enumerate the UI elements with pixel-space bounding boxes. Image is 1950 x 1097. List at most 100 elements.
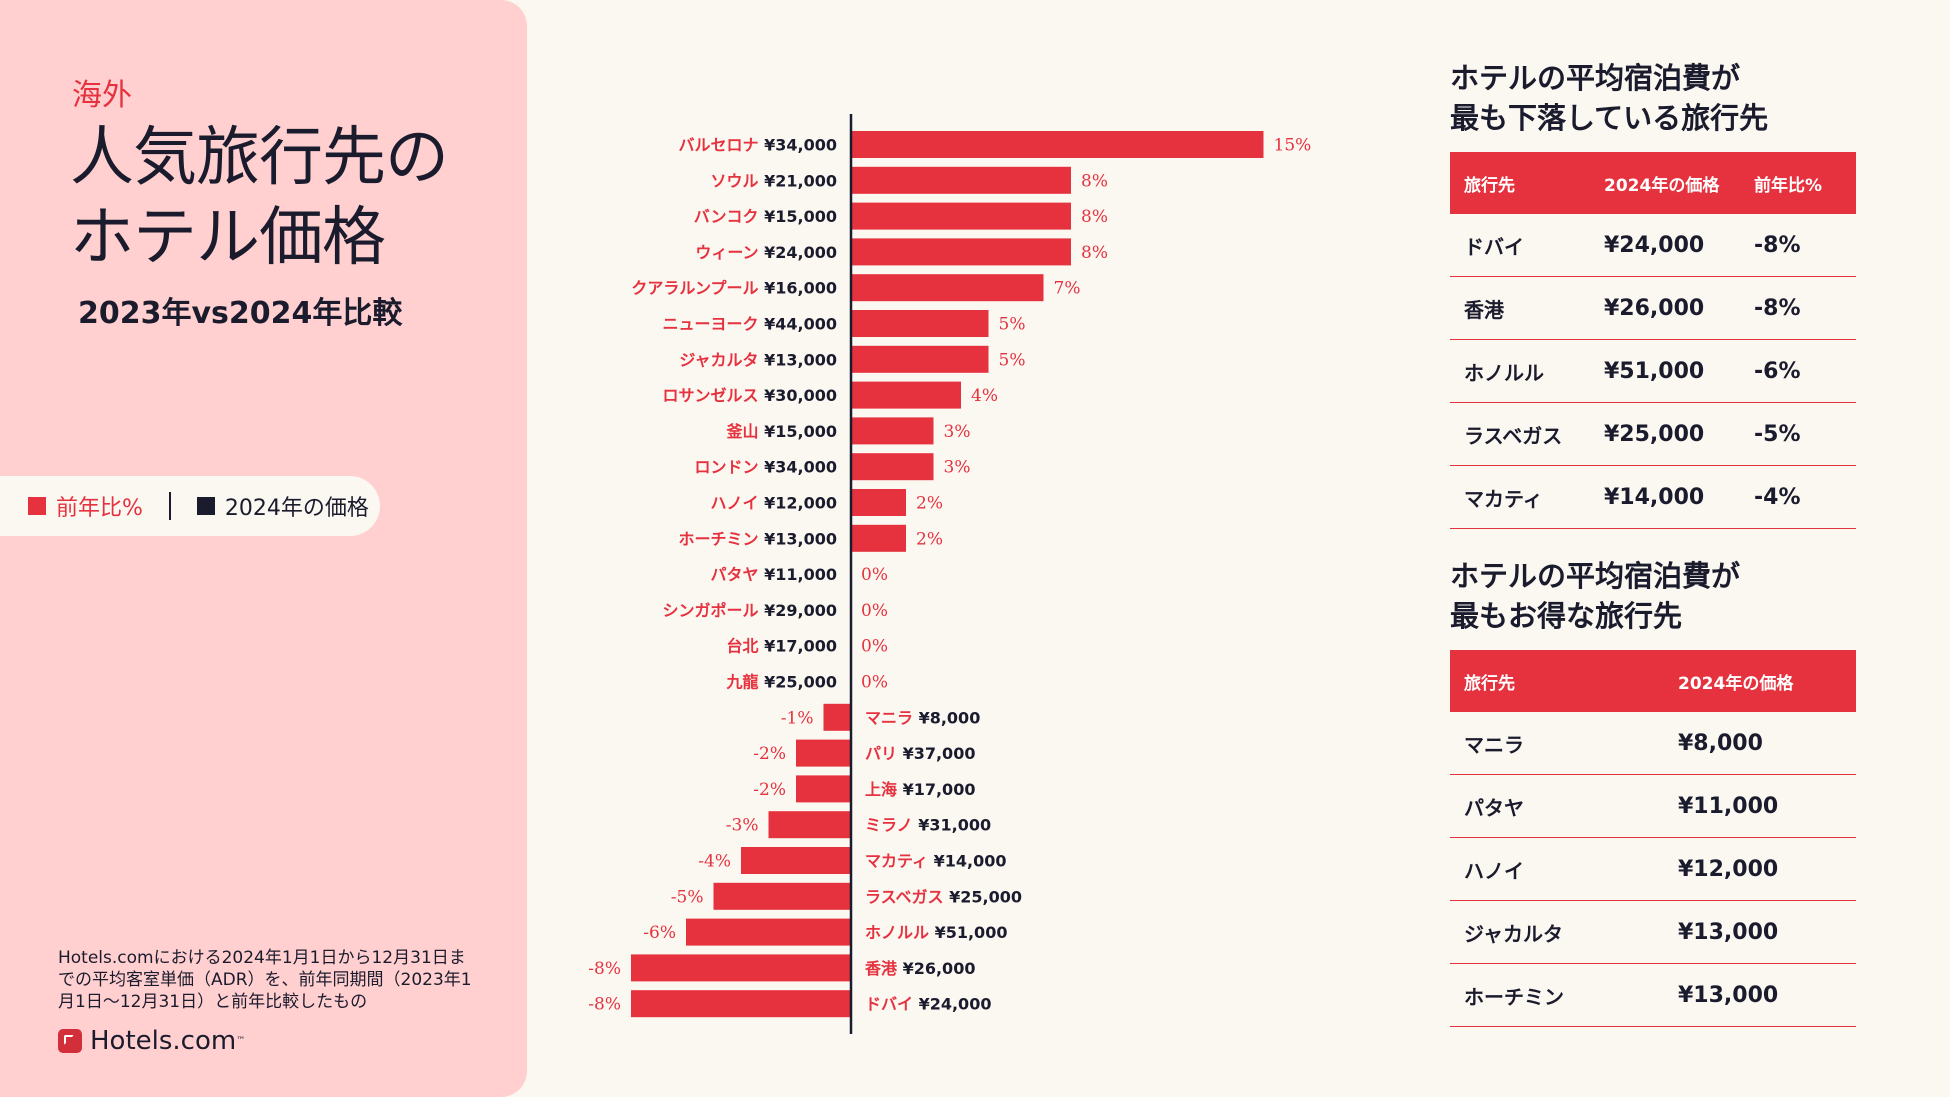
bar-value-label: 5% <box>999 350 1026 370</box>
category-label: ジャカルタ ¥13,000 <box>679 350 837 369</box>
best-value-destinations-block: ホテルの平均宿泊費が 最もお得な旅行先 旅行先 2024年の価格 マニラ ¥8,0… <box>1450 556 1856 1027</box>
price-cell: ¥25,000 <box>1590 402 1740 466</box>
city-name: ホーチミン <box>679 529 765 548</box>
city-price: ¥34,000 <box>764 458 837 477</box>
price-cell: ¥13,000 <box>1664 900 1856 964</box>
category-label: 香港 ¥26,000 <box>864 959 975 978</box>
city-price: ¥30,000 <box>764 386 837 405</box>
city-name: バンコク <box>694 207 764 226</box>
city-price: ¥25,000 <box>764 673 837 692</box>
city-price: ¥37,000 <box>903 744 976 763</box>
bar-value-label: 0% <box>861 637 888 657</box>
destination-cell: ホノルル <box>1450 339 1590 403</box>
city-name: 台北 <box>727 637 765 656</box>
col-header-price: 2024年の価格 <box>1664 650 1856 712</box>
city-name: ニューヨーク <box>663 315 765 334</box>
bar-18 <box>796 775 851 803</box>
navy-square-icon <box>196 497 215 515</box>
price-cell: ¥14,000 <box>1590 465 1740 529</box>
declining-title-line-2: 最も下落している旅行先 <box>1450 101 1769 135</box>
city-name: ホノルル <box>865 923 935 942</box>
city-price: ¥51,000 <box>935 923 1008 942</box>
bar-value-label: 8% <box>1081 243 1108 263</box>
city-price: ¥11,000 <box>764 565 837 584</box>
destination-cell: マカティ <box>1450 465 1590 529</box>
city-price: ¥16,000 <box>764 279 837 298</box>
destination-cell: ドバイ <box>1450 214 1590 277</box>
category-label: 九龍 ¥25,000 <box>726 673 837 692</box>
bar-0 <box>851 131 1264 158</box>
chart-legend: 前年比% 2024年の価格 <box>0 476 380 536</box>
bar-20 <box>741 847 851 874</box>
category-label: マニラ ¥8,000 <box>865 708 980 727</box>
bar-value-label: 3% <box>944 422 971 442</box>
destination-cell: ホーチミン <box>1450 963 1664 1027</box>
bar-value-label: 8% <box>1081 207 1108 227</box>
yoy-cell: -6% <box>1740 339 1856 403</box>
declining-table-title: ホテルの平均宿泊費が 最も下落している旅行先 <box>1450 58 1856 138</box>
bar-3 <box>851 238 1071 266</box>
category-label: パタヤ ¥11,000 <box>711 565 837 584</box>
category-label: ハノイ ¥12,000 <box>711 494 837 513</box>
best-value-table-title: ホテルの平均宿泊費が 最もお得な旅行先 <box>1450 556 1856 636</box>
bar-24 <box>631 990 851 1018</box>
bar-value-label: -3% <box>726 816 759 836</box>
bar-value-label: 0% <box>861 565 888 585</box>
city-name: バルセロナ <box>679 136 765 155</box>
bar-9 <box>851 453 934 481</box>
city-name: ウィーン <box>695 243 764 262</box>
page-title-line-2: ホテル価格 <box>70 201 386 275</box>
yoy-cell: -4% <box>1740 465 1856 529</box>
region-kicker: 海外 <box>72 78 132 113</box>
city-price: ¥25,000 <box>949 887 1022 906</box>
brand-logo: Hotels.com ™ <box>58 1026 245 1056</box>
legend-item-price: 2024年の価格 <box>196 490 369 522</box>
price-cell: ¥51,000 <box>1590 339 1740 403</box>
bar-value-label: 8% <box>1081 171 1108 191</box>
city-name: マニラ <box>865 708 919 727</box>
city-name: 上海 <box>865 780 903 799</box>
category-label: パリ ¥37,000 <box>865 744 975 763</box>
city-price: ¥17,000 <box>764 637 837 656</box>
city-price: ¥8,000 <box>919 708 981 727</box>
city-price: ¥15,000 <box>764 422 837 441</box>
page-title-line-1: 人気旅行先の <box>70 121 449 195</box>
yoy-bar-chart: 15% バルセロナ ¥34,000 8% ソウル ¥21,000 8% バンコク ¥15,… <box>588 114 1312 1034</box>
bar-21 <box>713 882 851 910</box>
bar-11 <box>851 524 906 552</box>
brand-trademark: ™ <box>236 1036 246 1046</box>
sidebar-panel: 海外 人気旅行先の ホテル価格 2023年vs2024年比較 前年比% 2024… <box>0 0 527 1097</box>
bar-5 <box>851 310 989 337</box>
bar-value-label: 0% <box>861 601 888 621</box>
category-label: ソウル ¥21,000 <box>711 171 837 190</box>
category-label: 台北 ¥17,000 <box>727 637 837 656</box>
bar-8 <box>851 417 934 445</box>
bar-16 <box>823 703 851 731</box>
table-row: パタヤ ¥11,000 <box>1450 774 1856 838</box>
brand-name: Hotels.com <box>90 1026 237 1056</box>
price-cell: ¥13,000 <box>1664 963 1856 1027</box>
category-label: ニューヨーク ¥44,000 <box>663 315 837 334</box>
bar-value-label: -4% <box>698 852 731 872</box>
bar-1 <box>851 166 1071 194</box>
city-name: パリ <box>865 744 903 763</box>
bar-value-label: 15% <box>1274 136 1312 156</box>
bar-value-label: -8% <box>588 959 621 979</box>
table-header-row: 旅行先 2024年の価格 前年比% <box>1450 152 1856 214</box>
bar-value-label: -1% <box>781 708 814 728</box>
bar-22 <box>686 918 851 946</box>
city-name: ジャカルタ <box>679 350 764 369</box>
category-label: ホノルル ¥51,000 <box>865 923 1007 942</box>
bar-7 <box>851 381 961 409</box>
price-cell: ¥8,000 <box>1664 712 1856 775</box>
bar-value-label: 5% <box>999 315 1026 335</box>
table-row: ジャカルタ ¥13,000 <box>1450 900 1856 964</box>
city-name: ハノイ <box>711 494 765 513</box>
table-row: マニラ ¥8,000 <box>1450 712 1856 775</box>
bar-value-label: 3% <box>944 458 971 478</box>
city-price: ¥15,000 <box>764 207 837 226</box>
city-name: ソウル <box>711 171 765 190</box>
city-price: ¥44,000 <box>764 315 837 334</box>
category-label: バンコク ¥15,000 <box>694 207 837 226</box>
table-row: ホーチミン ¥13,000 <box>1450 963 1856 1027</box>
